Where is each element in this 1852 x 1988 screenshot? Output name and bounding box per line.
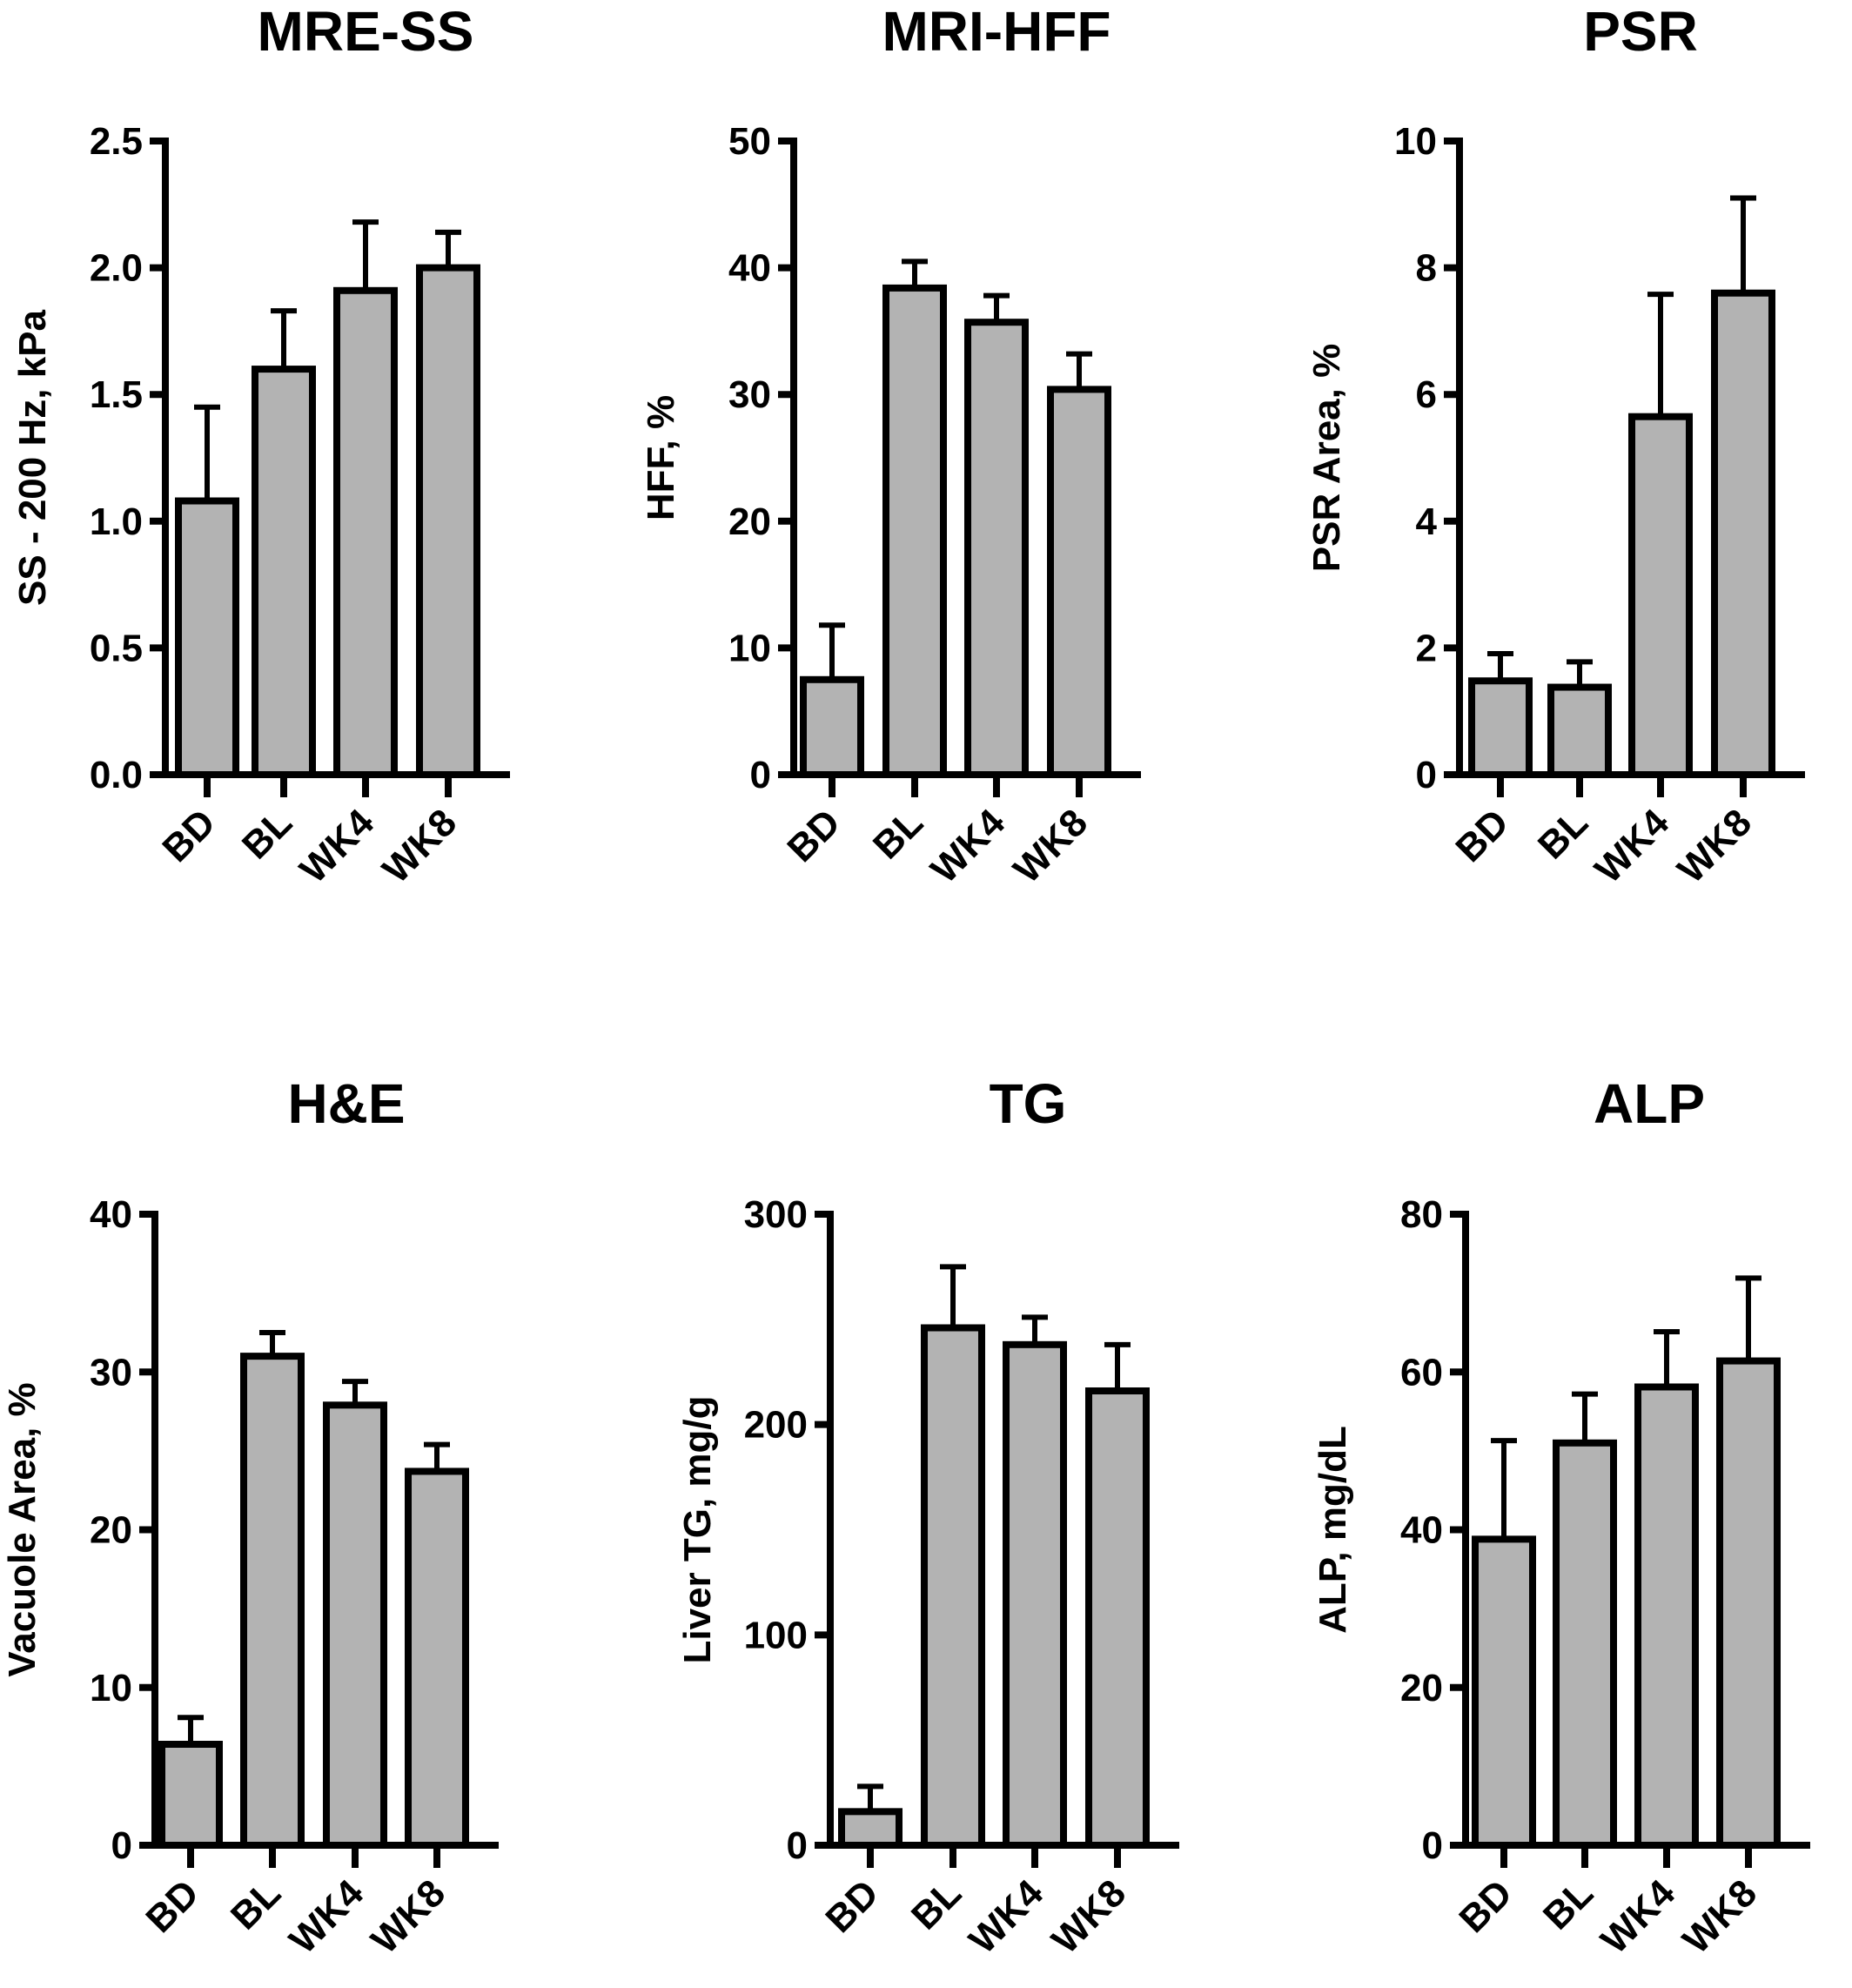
x-tick-label: WK8: [1043, 1871, 1134, 1962]
y-tick-label: 0.5: [90, 627, 143, 669]
bar-bd: [800, 675, 864, 778]
bar-bd: [1468, 677, 1533, 778]
y-tick-label: 4: [1416, 500, 1438, 543]
y-axis-label: Vacuole Area, %: [1, 1382, 44, 1676]
bar-bl: [921, 1324, 985, 1849]
y-tick-label: 30: [90, 1351, 132, 1394]
bar-wk4: [333, 286, 398, 779]
x-tick-label: BL: [223, 1871, 289, 1938]
x-tick-label: BD: [1451, 1871, 1520, 1941]
y-tick-label: 2.5: [90, 120, 143, 163]
bar-bd: [838, 1808, 903, 1849]
y-axis-label: HFF, %: [640, 395, 682, 521]
y-tick-label: 40: [90, 1193, 132, 1236]
y-tick-label: 1.0: [90, 500, 143, 543]
x-tick-label: WK4: [281, 1871, 372, 1962]
bar-bl: [882, 284, 947, 778]
x-tick-label: BL: [1535, 1871, 1601, 1938]
x-tick-label: WK8: [1669, 801, 1760, 891]
bar-bl: [252, 366, 316, 778]
y-tick-label: 2: [1416, 627, 1437, 669]
y-tick-label: 60: [1400, 1351, 1443, 1394]
x-tick-label: WK8: [1005, 801, 1096, 891]
x-tick-label: WK8: [363, 1871, 453, 1962]
bar-wk8: [416, 264, 480, 779]
y-tick-label: 80: [1400, 1193, 1443, 1236]
x-tick-label: BL: [903, 1871, 970, 1938]
x-tick-label: BD: [138, 1871, 207, 1941]
bar-bl: [1547, 683, 1612, 779]
x-tick-label: WK4: [1587, 801, 1677, 891]
y-axis-label: SS - 200 Hz, kPa: [11, 310, 54, 606]
y-tick-label: 1.5: [90, 373, 143, 416]
y-axis-label: ALP, mg/dL: [1312, 1426, 1354, 1634]
y-tick-label: 0.0: [90, 754, 143, 796]
x-tick-label: BD: [817, 1871, 887, 1941]
chart-title: ALP: [1594, 1072, 1705, 1135]
y-tick-label: 0: [750, 754, 771, 796]
x-tick-label: BL: [1530, 801, 1596, 867]
y-tick-label: 40: [728, 247, 771, 290]
x-tick-label: BD: [154, 801, 224, 870]
y-tick-label: 200: [744, 1404, 808, 1447]
bar-bl: [240, 1353, 305, 1849]
chart-title: PSR: [1583, 0, 1698, 63]
panel-mre-ss: MRE-SS SS - 200 Hz, kPa 0.0 0.5 1.0 1.5 2.0 2…: [11, 0, 510, 891]
y-axis-label: Liver TG, mg/g: [676, 1395, 719, 1663]
y-tick-label: 40: [1400, 1509, 1443, 1552]
bar-bl: [1553, 1439, 1617, 1849]
x-tick-label: BD: [1447, 801, 1517, 870]
bar-wk8: [405, 1467, 469, 1849]
x-tick-label: BD: [779, 801, 849, 870]
y-tick-label: 10: [1394, 120, 1437, 163]
y-tick-label: 6: [1416, 373, 1437, 416]
y-tick-label: 20: [90, 1509, 132, 1552]
bar-wk8: [1711, 289, 1775, 779]
y-tick-label: 50: [728, 120, 771, 163]
x-tick-label: WK4: [292, 801, 382, 891]
bar-wk4: [1003, 1340, 1067, 1850]
bar-wk4: [1628, 413, 1693, 778]
chart-title: MRI-HFF: [882, 0, 1111, 63]
x-tick-label: WK4: [961, 1871, 1051, 1962]
x-tick-label: BL: [234, 801, 300, 867]
bar-bd: [175, 497, 239, 779]
y-tick-label: 0: [111, 1824, 132, 1867]
bar-wk4: [964, 319, 1029, 778]
bar-wk4: [323, 1401, 387, 1849]
chart-title: H&E: [287, 1072, 405, 1135]
y-tick-label: 0: [1422, 1824, 1443, 1867]
bar-bd: [158, 1741, 223, 1849]
bar-bd: [1472, 1535, 1536, 1849]
y-tick-label: 30: [728, 373, 771, 416]
y-tick-label: 20: [1400, 1667, 1443, 1709]
y-tick-label: 100: [744, 1614, 808, 1656]
x-tick-label: WK4: [923, 801, 1013, 891]
y-tick-label: 20: [728, 500, 771, 543]
bar-wk8: [1085, 1387, 1150, 1849]
y-tick-label: 8: [1416, 247, 1437, 290]
y-tick-label: 10: [90, 1667, 132, 1709]
y-tick-label: 0: [787, 1824, 808, 1867]
y-tick-label: 300: [744, 1193, 808, 1236]
y-tick-label: 2.0: [90, 247, 143, 290]
bar-wk8: [1047, 386, 1111, 778]
y-tick-label: 0: [1416, 754, 1437, 796]
y-axis-label: PSR Area, %: [1305, 344, 1348, 572]
bar-wk8: [1716, 1357, 1781, 1849]
x-tick-label: WK8: [1674, 1871, 1765, 1962]
chart-title: MRE-SS: [258, 0, 474, 63]
x-tick-label: BL: [865, 801, 931, 867]
bar-wk4: [1634, 1383, 1699, 1849]
x-tick-label: WK4: [1593, 1871, 1683, 1962]
y-tick-label: 10: [728, 627, 771, 669]
x-tick-label: WK8: [374, 801, 465, 891]
chart-title: TG: [990, 1072, 1067, 1135]
